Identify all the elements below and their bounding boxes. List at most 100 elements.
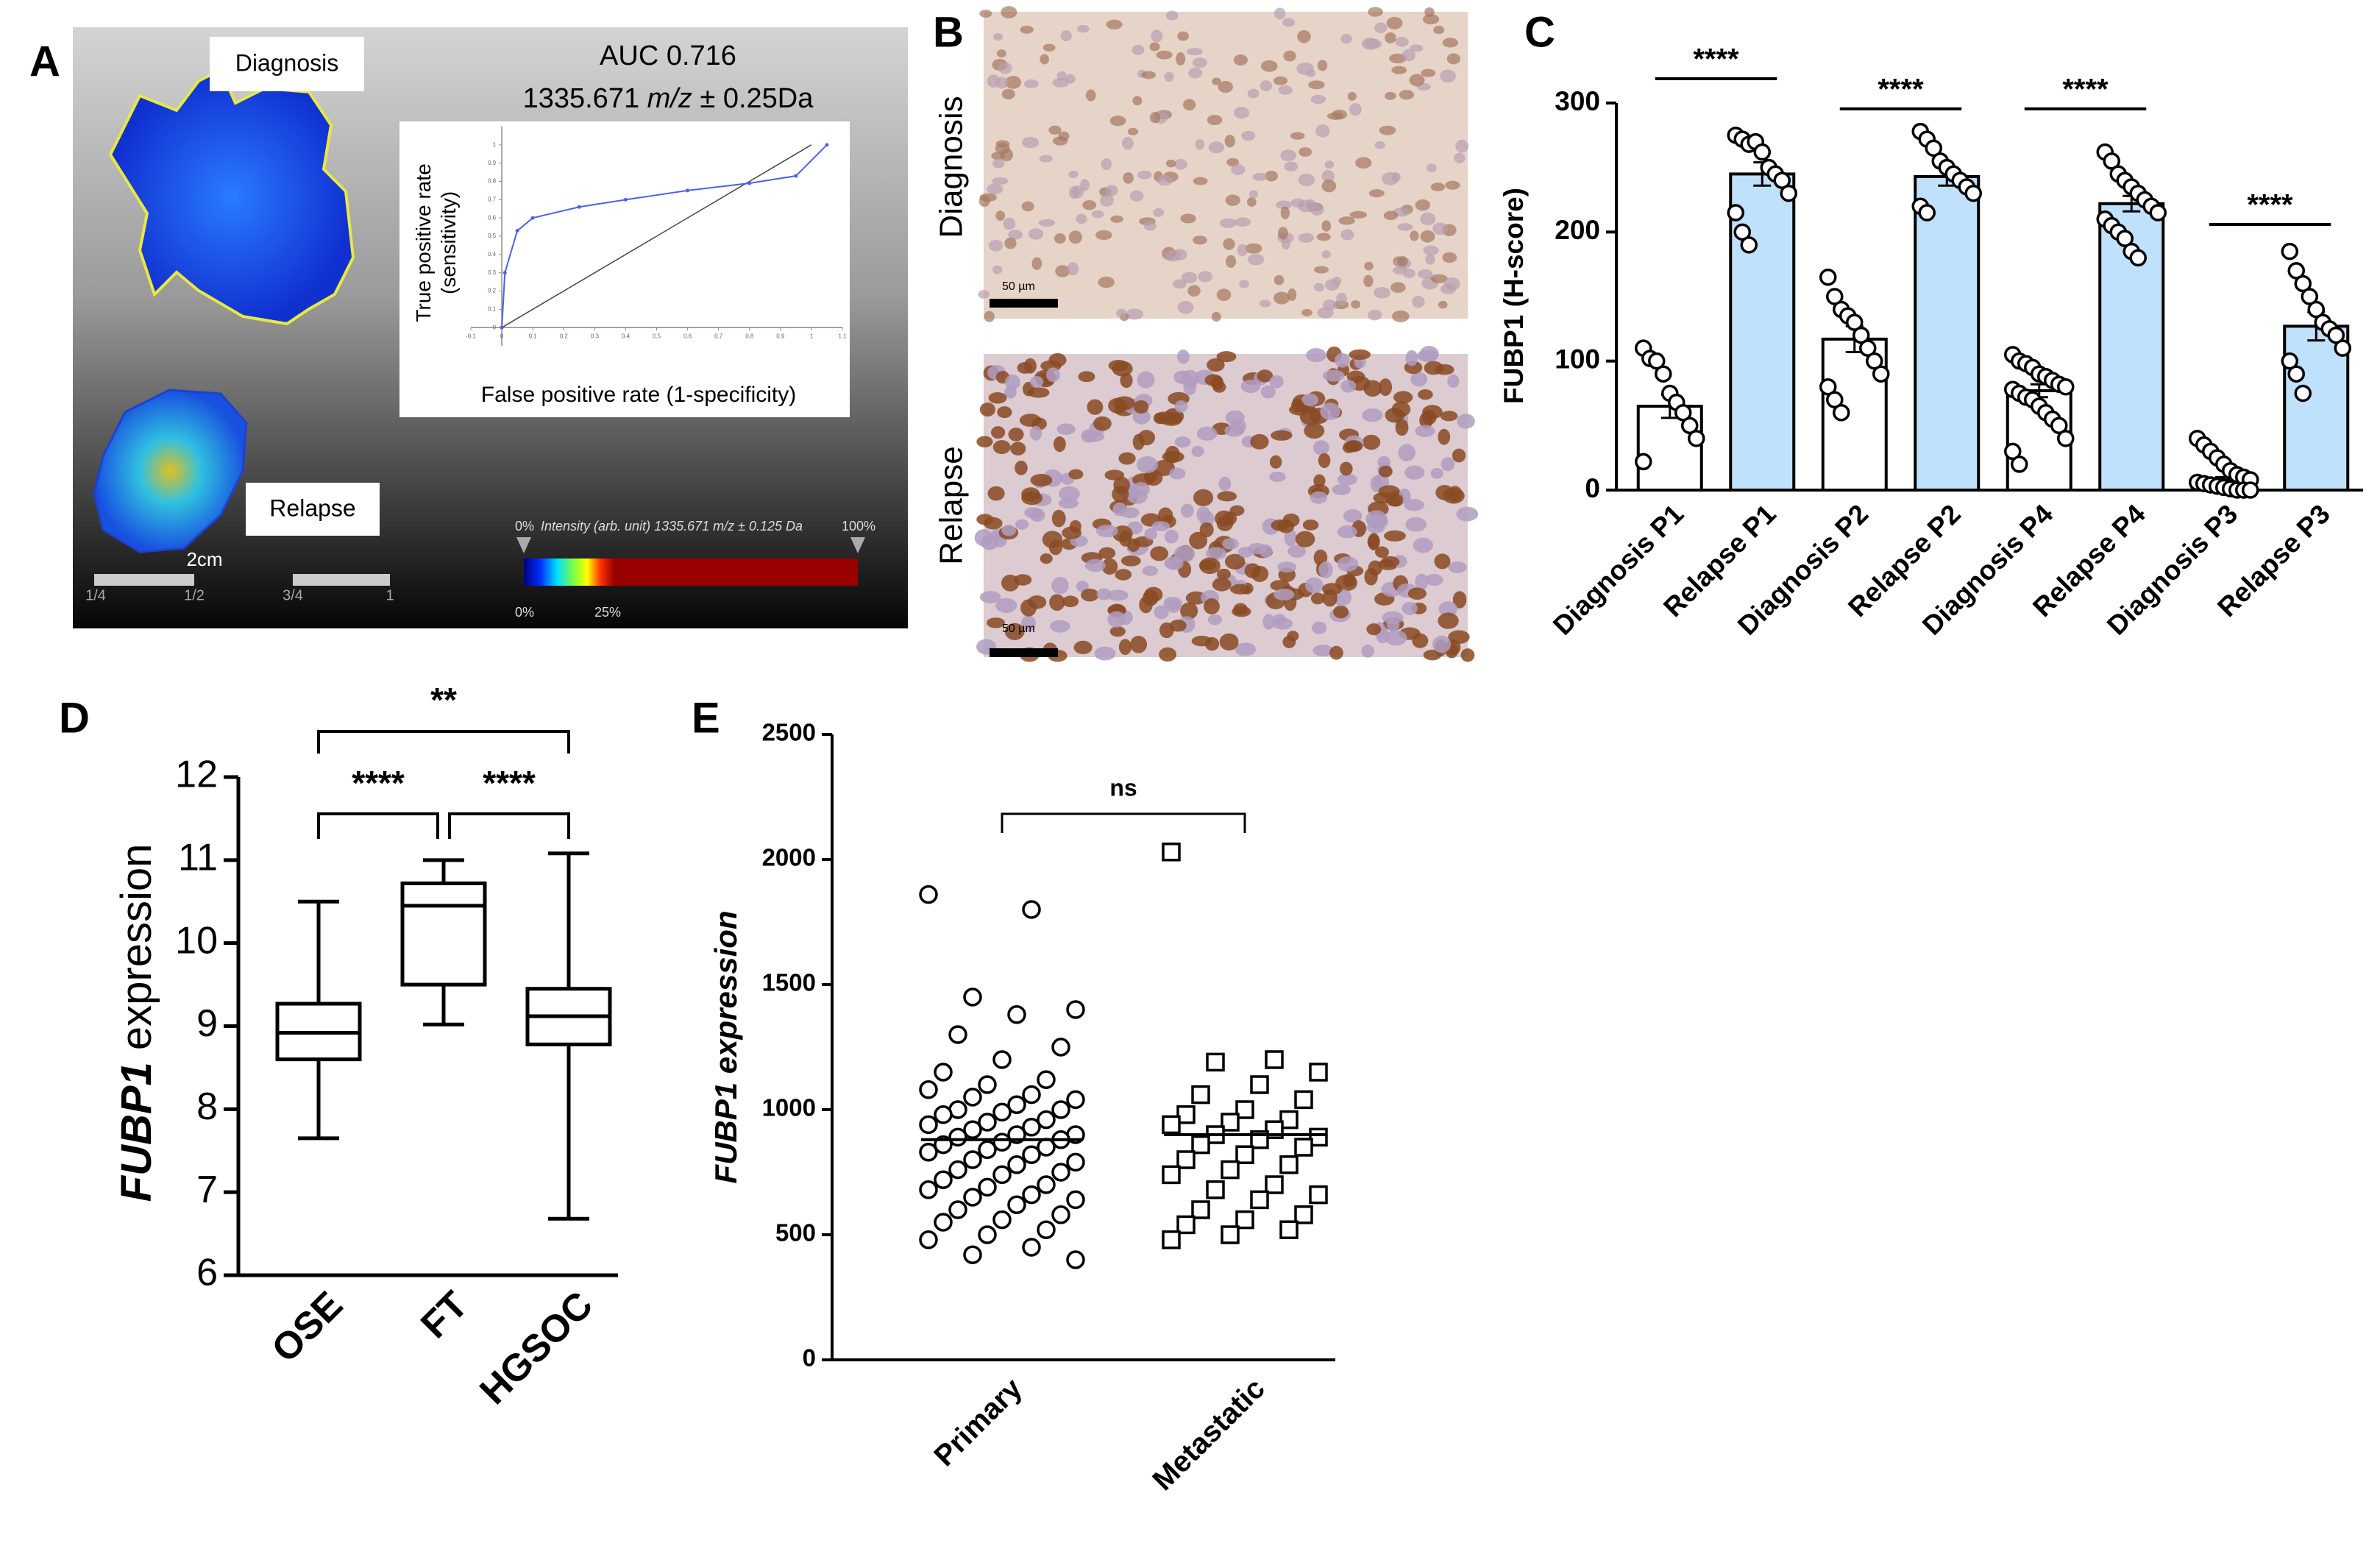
nucleus — [1211, 311, 1221, 322]
nucleus — [1454, 152, 1466, 163]
nucleus — [1326, 112, 1344, 120]
nucleus — [995, 598, 1017, 613]
nucleus — [1237, 546, 1254, 558]
nucleus — [995, 77, 1009, 89]
nucleus — [1235, 642, 1257, 656]
roc-point — [747, 181, 752, 185]
nucleus — [1337, 473, 1357, 486]
colorbar-label: 0% — [515, 519, 534, 533]
nucleus — [1421, 68, 1436, 77]
nucleus — [1005, 76, 1022, 89]
nucleus — [1370, 475, 1383, 492]
nucleus — [1076, 24, 1090, 33]
data-point — [978, 1225, 997, 1244]
nucleus — [1173, 279, 1187, 289]
nucleus — [1085, 89, 1096, 102]
data-point — [1235, 1100, 1254, 1119]
nucleus — [1219, 218, 1237, 228]
nucleus — [1362, 408, 1383, 422]
significance-label: **** — [2247, 189, 2293, 221]
nucleus — [1434, 553, 1451, 570]
nucleus — [1415, 425, 1435, 438]
nucleus — [979, 193, 997, 202]
x-tick-label: 0.1 — [529, 333, 538, 339]
nucleus — [1113, 396, 1135, 411]
nucleus — [1180, 213, 1196, 224]
data-point — [1022, 1145, 1041, 1164]
nucleus — [1068, 230, 1082, 244]
nucleus — [1078, 371, 1095, 383]
significance-label: **** — [1693, 43, 1739, 76]
y-tick-label: 7 — [196, 1169, 218, 1211]
nucleus — [1235, 217, 1251, 227]
nucleus — [1021, 136, 1040, 149]
nucleus — [1027, 387, 1050, 398]
nucleus — [1301, 308, 1312, 316]
data-point — [992, 1210, 1012, 1230]
nucleus — [1137, 170, 1152, 180]
data-point — [1265, 1175, 1284, 1194]
nucleus — [1344, 440, 1363, 453]
nucleus — [1109, 116, 1126, 127]
nucleus — [1324, 160, 1335, 169]
nucleus — [1094, 646, 1116, 661]
nucleus — [1306, 348, 1326, 363]
y-tick-label: 1 — [493, 141, 497, 148]
nucleus — [1262, 614, 1275, 630]
nucleus — [1274, 7, 1286, 20]
nucleus — [1233, 54, 1248, 66]
y-tick-label: 0 — [1585, 473, 1600, 503]
nucleus — [1405, 517, 1427, 532]
data-point — [919, 884, 938, 904]
nucleus — [1105, 185, 1118, 196]
nucleus — [1367, 514, 1388, 529]
nucleus — [992, 33, 1003, 41]
data-point — [1727, 204, 1744, 221]
roc-point — [623, 197, 628, 202]
nucleus — [1404, 465, 1425, 480]
data-point — [1918, 204, 1936, 221]
nucleus — [1060, 29, 1072, 42]
nucleus — [1173, 158, 1187, 170]
nucleus — [1137, 371, 1155, 389]
nucleus — [1144, 528, 1157, 540]
y-axis-label-rest: expression — [113, 844, 160, 1063]
nucleus — [1010, 442, 1026, 455]
nucleus — [1046, 367, 1060, 383]
y-tick-label: 0 — [493, 324, 497, 330]
nucleus — [1110, 215, 1123, 223]
data-point — [1162, 1230, 1181, 1249]
nucleus — [1040, 553, 1053, 564]
data-point — [919, 1080, 938, 1099]
y-tick-label: 500 — [775, 1219, 816, 1247]
nucleus — [1460, 648, 1475, 662]
nucleus — [1302, 520, 1319, 531]
nucleus — [1310, 94, 1326, 104]
y-tick-label: 200 — [1555, 215, 1600, 245]
y-tick-label: 2500 — [762, 719, 816, 746]
nucleus — [1073, 640, 1093, 655]
nucleus — [1055, 265, 1070, 277]
data-point — [1051, 1163, 1070, 1182]
nucleus — [1298, 173, 1315, 187]
nucleus — [1351, 299, 1361, 309]
nucleus — [1385, 493, 1404, 507]
data-point — [948, 1200, 967, 1219]
nucleus — [1446, 53, 1460, 65]
data-point — [1206, 1180, 1225, 1199]
nucleus — [1250, 433, 1269, 450]
nucleus — [997, 406, 1012, 419]
nucleus — [1051, 576, 1069, 595]
data-point — [1265, 1050, 1284, 1069]
nucleus — [1189, 531, 1208, 550]
data-point — [1022, 1085, 1041, 1105]
nucleus — [1021, 487, 1040, 502]
data-point — [963, 988, 982, 1007]
nucleus — [995, 210, 1006, 221]
nucleus — [1246, 197, 1257, 207]
nucleus — [1385, 32, 1396, 43]
data-point — [1162, 843, 1181, 862]
data-point — [1051, 1038, 1070, 1057]
nucleus — [1412, 295, 1425, 308]
nucleus — [1260, 60, 1278, 72]
